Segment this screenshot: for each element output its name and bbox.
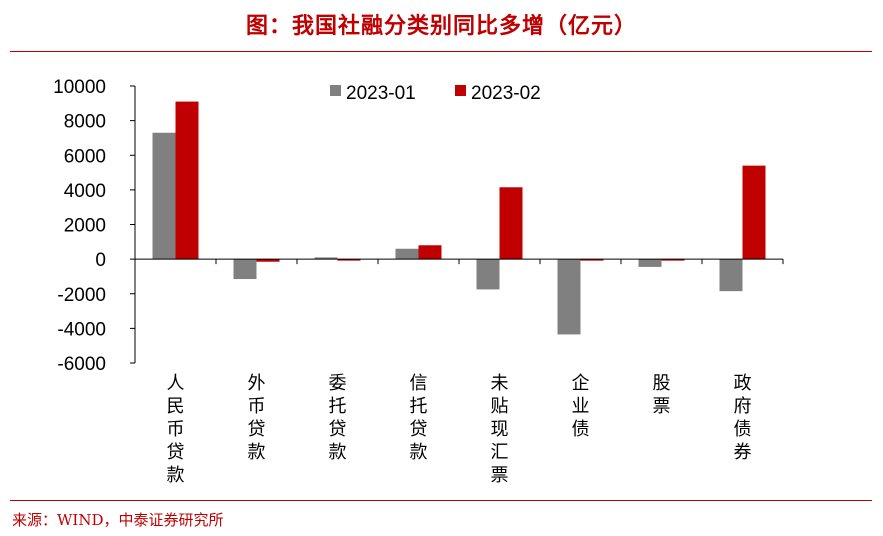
bar-2023-02-5: [580, 259, 604, 261]
bar-2023-02-4: [499, 187, 523, 260]
x-category-label: 企业债: [572, 373, 590, 440]
x-category-label: 股票: [653, 373, 671, 417]
y-tick-label: 8000: [64, 112, 106, 133]
bar-2023-02-1: [256, 259, 280, 262]
bar-2023-01-7: [719, 259, 743, 292]
legend-label-2023-01: 2023-01: [346, 83, 416, 104]
x-category-label: 信托贷款: [410, 373, 428, 463]
y-tick-label: -4000: [57, 319, 106, 340]
bar-2023-01-4: [476, 259, 500, 290]
bar-2023-02-6: [661, 259, 685, 261]
bar-2023-01-5: [557, 259, 581, 335]
y-tick-label: 2000: [64, 216, 106, 237]
legend-label-2023-02: 2023-02: [471, 83, 541, 104]
y-tick-label: -6000: [57, 354, 106, 375]
chart-title: 图：我国社融分类别同比多增（亿元）: [245, 13, 637, 39]
legend-swatch-2023-02: [455, 85, 466, 96]
bar-2023-01-6: [638, 259, 662, 267]
bar-2023-02-7: [742, 165, 766, 260]
title-rule: [10, 51, 872, 52]
y-tick-label: 0: [95, 250, 106, 271]
source-rule: [10, 500, 872, 501]
y-tick-label: -2000: [57, 285, 106, 306]
x-category-label: 外币贷款: [248, 373, 266, 463]
y-tick-label: 6000: [64, 146, 106, 167]
bar-2023-01-3: [395, 248, 419, 260]
bar-2023-02-0: [175, 101, 199, 260]
source-note: 来源：WIND，中泰证券研究所: [12, 511, 224, 529]
x-category-label: 委托贷款: [329, 373, 347, 463]
x-category-label: 未贴现汇票: [491, 373, 509, 486]
y-tick-label: 10000: [53, 77, 106, 98]
x-category-label: 人民币贷款: [167, 373, 185, 486]
bar-2023-01-1: [233, 259, 257, 280]
x-category-label: 政府债券: [734, 373, 752, 463]
y-tick-label: 4000: [64, 181, 106, 202]
bar-2023-02-2: [337, 259, 361, 261]
bar-2023-01-2: [314, 257, 338, 260]
bar-2023-01-0: [152, 132, 176, 260]
legend-swatch-2023-01: [330, 85, 341, 96]
bar-2023-02-3: [418, 245, 442, 260]
